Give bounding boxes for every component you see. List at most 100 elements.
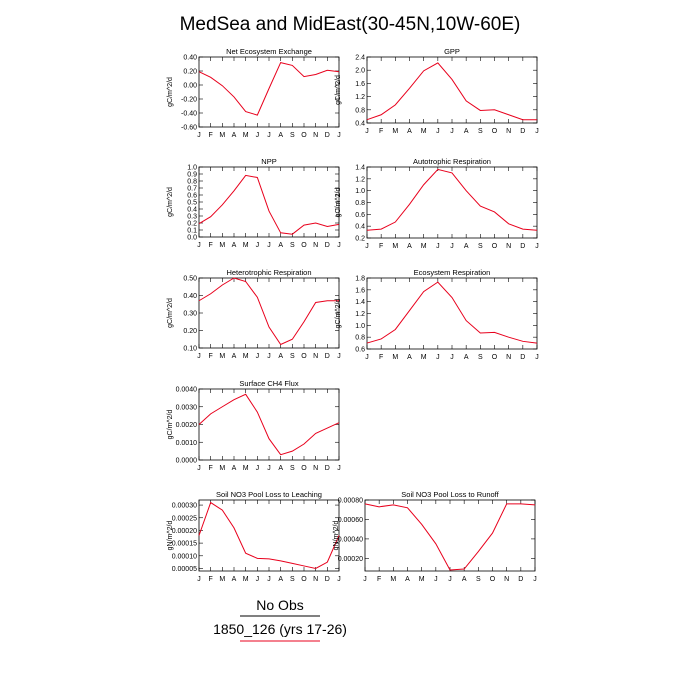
- y-tick-label: 0.00010: [172, 553, 197, 560]
- y-tick-label: 0.0040: [176, 387, 198, 394]
- x-tick-label: A: [407, 354, 412, 361]
- series-line: [366, 281, 538, 344]
- plot-frame: [198, 166, 340, 238]
- panel-8: Soil NO3 Pool Loss to RunoffgN/m^2/d0.00…: [333, 490, 537, 583]
- x-tick-label: N: [506, 128, 511, 135]
- x-tick-label: A: [464, 128, 469, 135]
- x-tick-label: A: [405, 576, 410, 583]
- x-tick-label: M: [243, 465, 249, 472]
- panel-title: Soil NO3 Pool Loss to Leaching: [216, 490, 322, 499]
- x-tick-label: S: [290, 576, 295, 583]
- y-tick-label: 1.4: [355, 299, 365, 306]
- y-axis-label: gC/m^2/d: [167, 187, 174, 217]
- x-tick-label: S: [290, 465, 295, 472]
- x-tick-label: F: [209, 132, 213, 139]
- x-tick-label: J: [256, 132, 260, 139]
- y-tick-label: 0.20: [183, 69, 197, 76]
- y-tick-label: 0.0: [187, 235, 197, 242]
- x-tick-label: S: [290, 242, 295, 249]
- y-tick-label: 0.9: [187, 172, 197, 179]
- x-tick-label: A: [278, 465, 283, 472]
- panel-5: Ecosystem Respiration gC/m^2/d 0.6 0.8 1.0 1.…: [335, 268, 539, 361]
- y-tick-label: 0.6: [355, 347, 365, 354]
- y-tick-label: 0.00080: [338, 498, 363, 505]
- x-tick-label: J: [267, 132, 271, 139]
- y-tick-label: 0.0000: [176, 458, 198, 465]
- x-tick-label: A: [232, 132, 237, 139]
- x-tick-label: N: [506, 354, 511, 361]
- x-tick-label: A: [278, 242, 283, 249]
- y-tick-label: 0.3: [187, 214, 197, 221]
- x-tick-label: F: [209, 465, 213, 472]
- x-tick-label: J: [436, 128, 440, 135]
- y-tick-label: 0.8: [355, 107, 365, 114]
- series-line: [366, 62, 537, 121]
- y-tick-label: 0.8: [355, 335, 365, 342]
- plot-frame: [198, 499, 340, 572]
- x-tick-label: M: [419, 576, 425, 583]
- legend-label-obs: No Obs: [256, 597, 303, 613]
- panel-2: NPP gC/m^2/d 0.00.10.20.30.40.50.60.70.80.…: [167, 157, 341, 249]
- x-tick-label: S: [290, 353, 295, 360]
- x-tick-label: O: [301, 242, 307, 249]
- y-tick-label: 0.0010: [176, 440, 198, 447]
- x-tick-label: N: [506, 243, 511, 250]
- panel-6: Surface CH4 Flux gC/m^2/d 0.0000 0.0010 0.00…: [167, 379, 341, 472]
- panel-1: GPP gC/m^2/d 0.4 0.8 1.2 1.6 2.0 2.4 J F M A M J J A S O N…: [335, 47, 539, 135]
- x-tick-label: M: [219, 576, 225, 583]
- y-tick-label: 0.00040: [338, 536, 363, 543]
- x-tick-label: D: [520, 354, 525, 361]
- y-tick-label: 0.00: [183, 83, 197, 90]
- x-tick-label: J: [450, 128, 454, 135]
- panel-title: Autotrophic Respiration: [413, 157, 491, 166]
- y-tick-label: 0.8: [187, 179, 197, 186]
- x-tick-label: N: [313, 353, 318, 360]
- y-tick-label: -0.40: [181, 111, 197, 118]
- x-tick-label: J: [535, 354, 539, 361]
- plot-frame: [364, 499, 536, 572]
- x-tick-label: M: [219, 465, 225, 472]
- panel-title: Soil NO3 Pool Loss to Runoff: [401, 490, 499, 499]
- panel-7: Soil NO3 Pool Loss to LeachinggN/m^2/d0.…: [167, 490, 341, 583]
- y-tick-label: 0.2: [187, 221, 197, 228]
- x-tick-label: M: [219, 242, 225, 249]
- x-tick-label: A: [278, 353, 283, 360]
- x-tick-label: M: [390, 576, 396, 583]
- y-tick-label: 0.00005: [172, 566, 197, 573]
- x-tick-label: A: [462, 576, 467, 583]
- x-tick-label: N: [313, 465, 318, 472]
- series-line: [198, 62, 340, 116]
- legend: No Obs 1850_126 (yrs 17-26): [213, 597, 347, 642]
- x-tick-label: D: [325, 132, 330, 139]
- x-tick-label: J: [197, 353, 201, 360]
- x-tick-label: D: [325, 576, 330, 583]
- x-tick-label: J: [197, 242, 201, 249]
- y-tick-label: -0.20: [181, 97, 197, 104]
- y-tick-label: 1.6: [355, 81, 365, 88]
- x-tick-label: A: [232, 353, 237, 360]
- panel-0: Net Ecosystem Exchange gC/m^2/d -0.60 -0.40…: [167, 47, 341, 139]
- series-line: [364, 503, 536, 571]
- x-tick-label: O: [492, 354, 498, 361]
- plot-frame: [198, 388, 340, 461]
- x-tick-label: A: [407, 128, 412, 135]
- x-tick-label: J: [535, 128, 539, 135]
- y-tick-label: 0.2: [355, 236, 365, 243]
- x-tick-label: J: [434, 576, 438, 583]
- x-tick-label: N: [504, 576, 509, 583]
- x-tick-label: J: [365, 354, 369, 361]
- y-axis-label: gC/m^2/d: [167, 410, 174, 440]
- x-tick-label: J: [363, 576, 367, 583]
- panel-3: Autotrophic Respiration gC/m^2/d 0.2 0.4 0.6…: [335, 157, 539, 250]
- x-tick-label: J: [256, 576, 260, 583]
- y-tick-label: 0.30: [183, 311, 197, 318]
- x-tick-label: A: [464, 354, 469, 361]
- panels-group: Net Ecosystem Exchange gC/m^2/d -0.60 -0.40…: [167, 47, 539, 583]
- figure-title: MedSea and MidEast(30-45N,10W-60E): [180, 14, 521, 35]
- x-tick-label: J: [365, 128, 369, 135]
- y-tick-label: 0.40: [183, 293, 197, 300]
- y-tick-label: 0.00060: [338, 517, 363, 524]
- x-tick-label: J: [533, 576, 537, 583]
- x-tick-label: J: [267, 465, 271, 472]
- panel-title: Ecosystem Respiration: [414, 268, 491, 277]
